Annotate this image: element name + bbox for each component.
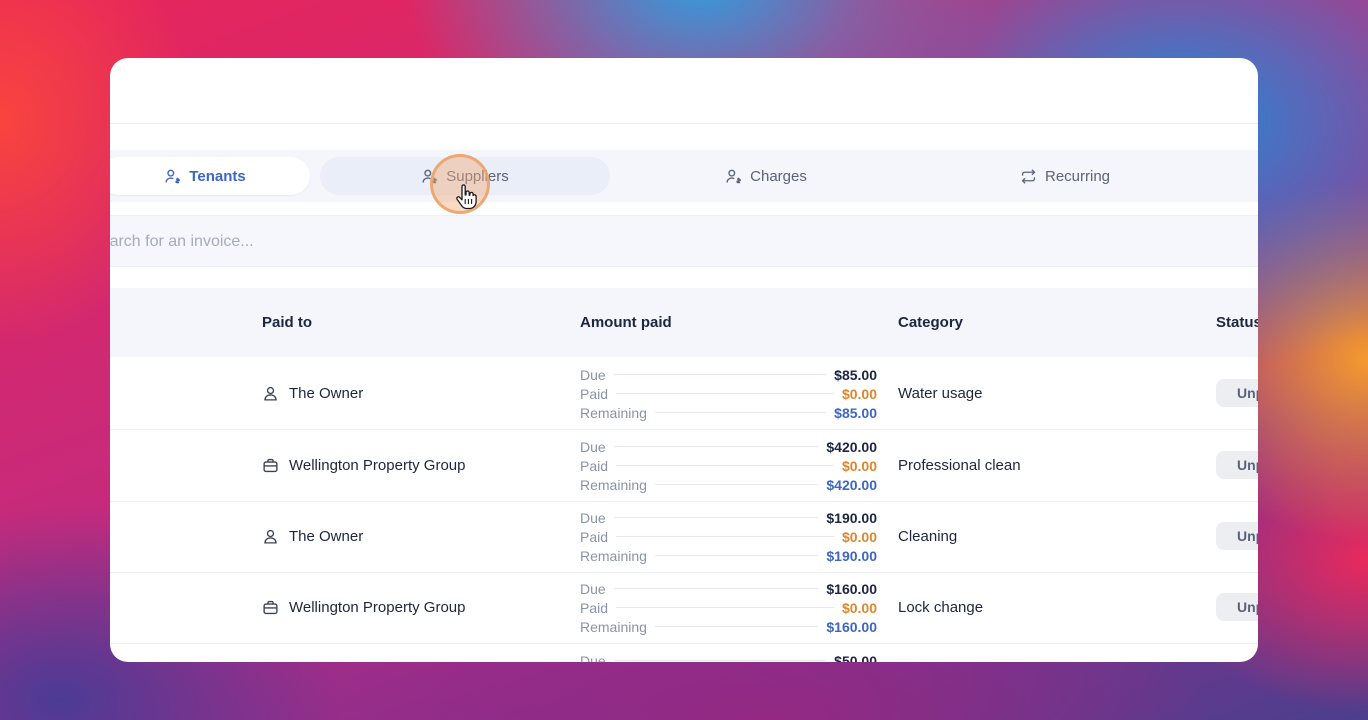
search-bar xyxy=(110,215,1258,268)
user-dollar-icon xyxy=(726,169,741,183)
paid-to-cell: Wellington Property Group xyxy=(262,430,465,501)
due-label: Due xyxy=(580,366,606,383)
paid-to-name: The Owner xyxy=(289,385,364,402)
remaining-value: $420.00 xyxy=(826,476,877,493)
tab-label: Recurring xyxy=(1044,167,1111,185)
status-badge: Unpaid xyxy=(1216,522,1258,550)
header-divider xyxy=(110,123,1258,124)
paid-value: $0.00 xyxy=(841,599,877,616)
due-value: $50.00 xyxy=(834,652,877,663)
tab-bar: Tenants Suppliers Charges Recurring xyxy=(110,150,1258,202)
remaining-value: $160.00 xyxy=(826,618,877,635)
category-cell: Lock change xyxy=(898,599,984,616)
status-badge: Unpaid xyxy=(1216,593,1258,621)
status-badge: Unpaid xyxy=(1216,379,1258,407)
user-icon xyxy=(264,529,277,544)
status-badge: Unpaid xyxy=(1216,451,1258,479)
repeat-icon xyxy=(1021,168,1036,184)
due-label: Due xyxy=(580,509,606,526)
due-label: Due xyxy=(580,580,606,597)
paid-label: Paid xyxy=(580,528,609,545)
tab-tenants[interactable]: Tenants xyxy=(110,157,310,195)
amount-breakdown: Due $190.00 Paid $0.00 Remaining $190.00 xyxy=(580,508,877,565)
column-header-amount-paid[interactable]: Amount paid xyxy=(580,314,672,331)
due-label: Due xyxy=(580,438,606,455)
remaining-value: $85.00 xyxy=(834,404,877,421)
paid-to-name: Wellington Property Group xyxy=(289,457,466,474)
tab-charges[interactable]: Charges xyxy=(630,157,902,195)
table-row[interactable]: Due $50.00 xyxy=(110,644,1258,663)
table-row[interactable]: Wellington Property Group Due $160.00 Pai… xyxy=(110,572,1258,644)
remaining-label: Remaining xyxy=(580,547,647,564)
due-value: $85.00 xyxy=(834,366,877,383)
user-dollar-icon xyxy=(165,169,181,183)
tab-recurring[interactable]: Recurring xyxy=(930,157,1200,195)
paid-label: Paid xyxy=(580,599,609,616)
paid-to-cell: Wellington Property Group xyxy=(262,572,465,643)
invoices-panel: Tenants Suppliers Charges Recurring Paid… xyxy=(110,58,1258,662)
amount-breakdown: Due $85.00 Paid $0.00 Remaining $85.00 xyxy=(580,365,877,422)
amount-breakdown: Due $50.00 xyxy=(580,651,877,663)
paid-to-name: Wellington Property Group xyxy=(289,599,466,616)
table-row[interactable]: The Owner Due $85.00 Paid $0.00 Remaining $… xyxy=(110,358,1258,430)
category-cell: Water usage xyxy=(898,385,983,402)
remaining-value: $190.00 xyxy=(826,547,877,564)
paid-to-cell: The Owner xyxy=(262,358,363,429)
amount-breakdown: Due $160.00 Paid $0.00 Remaining $160.00 xyxy=(580,579,877,636)
briefcase-icon xyxy=(263,600,278,615)
paid-label: Paid xyxy=(580,457,609,474)
due-value: $160.00 xyxy=(826,580,877,597)
user-icon xyxy=(264,386,277,401)
search-input[interactable] xyxy=(110,216,1192,268)
category-cell: Professional clean xyxy=(898,457,1021,474)
tab-label: Charges xyxy=(750,167,807,185)
click-indicator xyxy=(430,154,490,214)
category-cell: Cleaning xyxy=(898,528,958,545)
due-value: $190.00 xyxy=(826,509,877,526)
paid-to-cell: The Owner xyxy=(262,501,363,572)
column-header-status[interactable]: Status xyxy=(1216,314,1258,331)
paid-to-name: The Owner xyxy=(289,528,364,545)
due-value: $420.00 xyxy=(826,438,877,455)
due-label: Due xyxy=(580,652,606,663)
table-row[interactable]: Wellington Property Group Due $420.00 Pai… xyxy=(110,430,1258,502)
table-row[interactable]: The Owner Due $190.00 Paid $0.00 Remaining… xyxy=(110,501,1258,573)
paid-value: $0.00 xyxy=(841,457,877,474)
paid-value: $0.00 xyxy=(841,385,877,402)
hand-pointer-icon xyxy=(456,184,477,210)
paid-value: $0.00 xyxy=(841,528,877,545)
tab-label: Tenants xyxy=(189,167,246,185)
paid-label: Paid xyxy=(580,385,609,402)
remaining-label: Remaining xyxy=(580,476,647,493)
briefcase-icon xyxy=(263,458,278,473)
table-header: Paid to Amount paid Category Status xyxy=(110,288,1258,357)
column-header-paid-to[interactable]: Paid to xyxy=(262,314,313,331)
amount-breakdown: Due $420.00 Paid $0.00 Remaining $420.00 xyxy=(580,437,877,494)
column-header-category[interactable]: Category xyxy=(898,314,964,331)
remaining-label: Remaining xyxy=(580,618,647,635)
remaining-label: Remaining xyxy=(580,404,647,421)
